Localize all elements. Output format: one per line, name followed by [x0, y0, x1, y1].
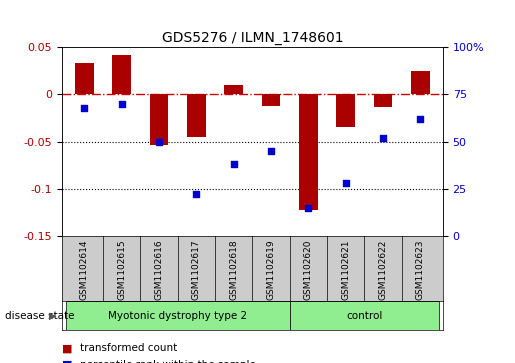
Text: GSM1102622: GSM1102622 [379, 239, 388, 299]
Title: GDS5276 / ILMN_1748601: GDS5276 / ILMN_1748601 [162, 31, 343, 45]
Bar [65, 301, 290, 330]
Bar [75, 63, 94, 94]
Point [379, 135, 387, 141]
Text: GSM1102618: GSM1102618 [229, 239, 238, 300]
Point [155, 139, 163, 144]
Text: ■: ■ [62, 360, 72, 363]
Text: ■: ■ [62, 343, 72, 354]
Bar [290, 301, 439, 330]
Bar [112, 55, 131, 94]
Point [341, 180, 350, 186]
Bar [149, 94, 168, 145]
Point [80, 105, 89, 110]
Text: ▶: ▶ [49, 311, 57, 321]
Text: GSM1102617: GSM1102617 [192, 239, 201, 300]
Point [267, 148, 275, 154]
Bar [299, 94, 318, 211]
Text: GSM1102614: GSM1102614 [80, 239, 89, 300]
Text: GSM1102621: GSM1102621 [341, 239, 350, 300]
Text: disease state: disease state [5, 311, 75, 321]
Point [230, 161, 238, 167]
Text: GSM1102615: GSM1102615 [117, 239, 126, 300]
Bar [262, 94, 280, 106]
Text: transformed count: transformed count [80, 343, 177, 354]
Bar [336, 94, 355, 127]
Text: control: control [346, 311, 383, 321]
Text: GSM1102620: GSM1102620 [304, 239, 313, 300]
Point [304, 205, 313, 211]
Point [192, 192, 200, 197]
Point [117, 101, 126, 107]
Text: percentile rank within the sample: percentile rank within the sample [80, 360, 256, 363]
Bar [374, 94, 392, 107]
Bar [225, 85, 243, 94]
Bar [411, 71, 430, 94]
Point [416, 116, 424, 122]
Bar [187, 94, 205, 137]
Text: GSM1102616: GSM1102616 [154, 239, 163, 300]
Text: Myotonic dystrophy type 2: Myotonic dystrophy type 2 [108, 311, 247, 321]
Text: GSM1102619: GSM1102619 [267, 239, 276, 300]
Text: GSM1102623: GSM1102623 [416, 239, 425, 300]
